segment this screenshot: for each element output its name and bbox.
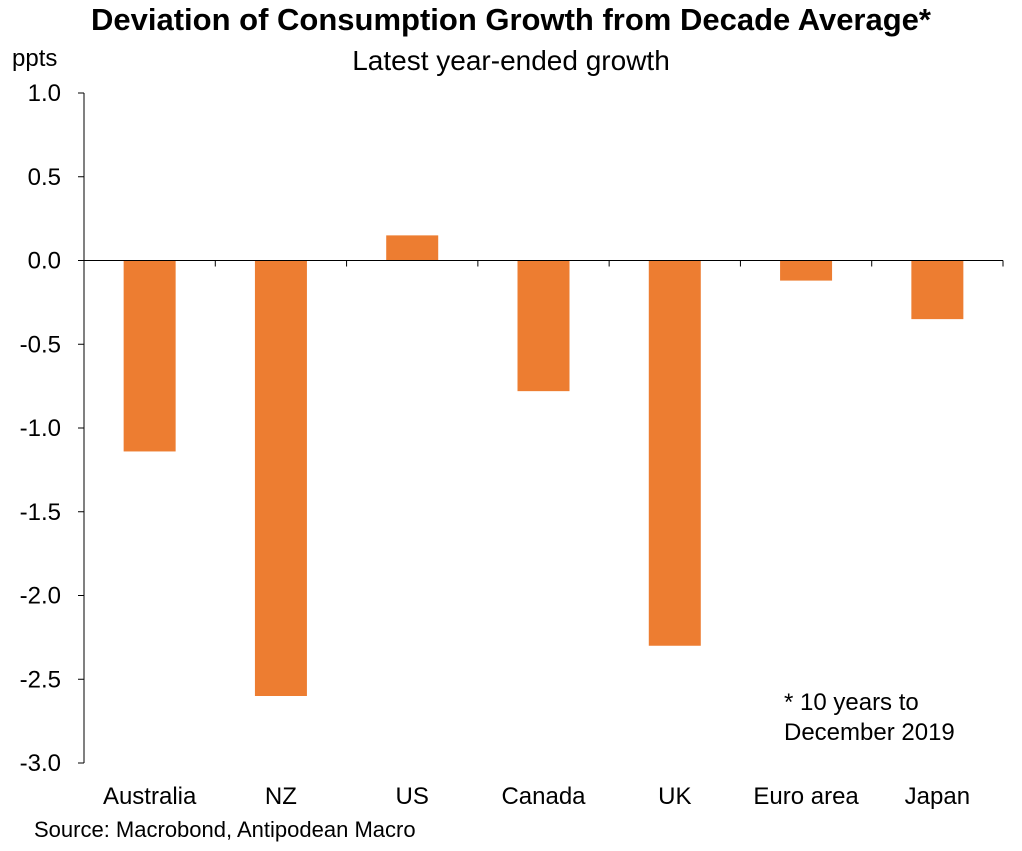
y-tick-label: -2.0	[20, 583, 61, 610]
y-tick-label: 1.0	[28, 80, 61, 107]
chart-title: Deviation of Consumption Growth from Dec…	[91, 2, 931, 37]
bar-nz	[254, 260, 307, 696]
footnote-line-1: * 10 years to	[784, 689, 919, 716]
y-tick-label: -2.5	[20, 666, 61, 693]
y-tick-label: -1.0	[20, 415, 61, 442]
x-tick-label: Japan	[905, 783, 970, 810]
bar-euro-area	[780, 260, 833, 281]
y-tick-label: 0.0	[28, 248, 61, 275]
footnote: * 10 years to December 2019	[784, 688, 955, 748]
source-note: Source: Macrobond, Antipodean Macro	[34, 817, 416, 842]
chart-subtitle: Latest year-ended growth	[352, 45, 670, 76]
x-tick-label: Canada	[501, 783, 586, 810]
y-axis-unit-label: ppts	[12, 45, 58, 72]
bar-japan	[911, 260, 964, 320]
y-tick-label: 0.5	[28, 164, 61, 191]
bar-canada	[517, 260, 570, 392]
bar-us	[386, 235, 439, 261]
x-tick-label: Euro area	[753, 783, 859, 810]
footnote-line-2: December 2019	[784, 719, 955, 746]
x-tick-label: US	[396, 783, 429, 810]
bar-uk	[648, 260, 701, 646]
y-tick-label: -0.5	[20, 331, 61, 358]
x-tick-label: Australia	[103, 783, 197, 810]
y-tick-label: -1.5	[20, 499, 61, 526]
x-tick-label: NZ	[265, 783, 297, 810]
bars-group	[123, 235, 964, 696]
bar-australia	[123, 260, 176, 452]
y-tick-label: -3.0	[20, 750, 61, 777]
labels-group: 1.0 0.5 0.0 -0.5 -1.0 -1.5 -2.0 -2.5 -3.0 Austral…	[20, 80, 970, 810]
axes-group	[78, 92, 1004, 764]
x-tick-label: UK	[658, 783, 691, 810]
